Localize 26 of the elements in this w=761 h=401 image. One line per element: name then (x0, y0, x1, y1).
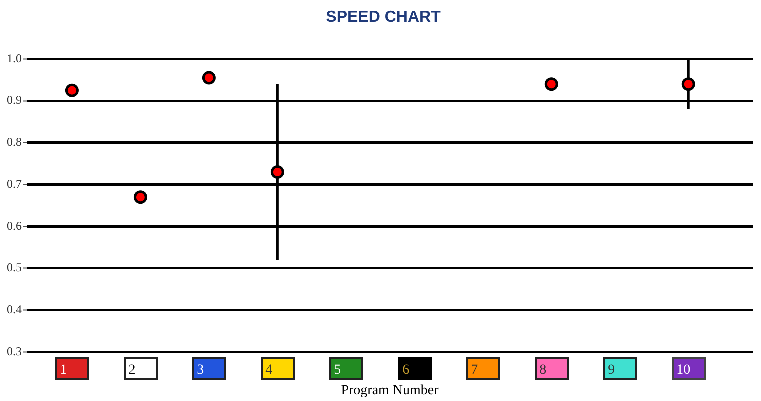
point (134, 190, 148, 204)
label-box: 10 (672, 357, 706, 380)
point (544, 78, 558, 92)
y-tick-label: 0.6 (7, 218, 22, 233)
y-tick-label: 1.0 (7, 51, 22, 66)
point (202, 71, 216, 85)
label-box: 8 (534, 357, 569, 380)
x-axis-title: Program Number (341, 383, 440, 398)
label-box: 7 (466, 357, 500, 380)
label-box: 9 (603, 357, 638, 380)
y-tick-label: 0.8 (7, 135, 22, 150)
point (65, 84, 79, 98)
y-tick-label: 0.9 (7, 93, 22, 108)
label-box: 4 (260, 357, 295, 380)
label-box: 5 (329, 357, 364, 380)
label-box: 2 (124, 357, 158, 380)
label-box: 6 (398, 357, 432, 380)
point (270, 165, 284, 179)
point (682, 78, 696, 92)
chart-title: SPEED CHART (326, 9, 442, 26)
label-box: 1 (55, 357, 90, 380)
y-tick-label: 0.3 (7, 344, 22, 358)
label-box: 3 (192, 357, 226, 380)
y-tick-label: 0.7 (7, 176, 22, 191)
y-tick-label: 0.4 (7, 302, 22, 316)
y-tick-label: 0.5 (7, 260, 22, 275)
